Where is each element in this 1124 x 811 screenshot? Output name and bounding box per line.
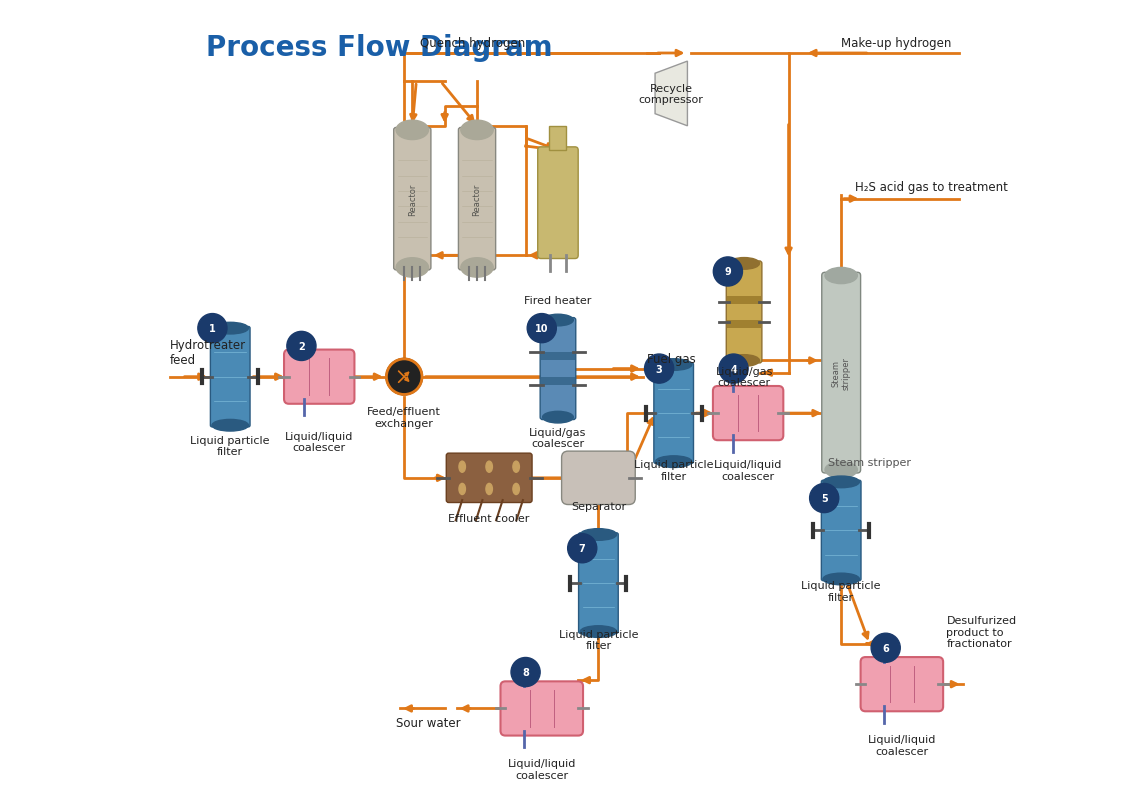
- Ellipse shape: [396, 121, 428, 140]
- Circle shape: [568, 534, 597, 563]
- Text: Liquid particle
filter: Liquid particle filter: [190, 436, 270, 457]
- Text: Feed/effluent
exchanger: Feed/effluent exchanger: [368, 407, 441, 428]
- Text: Steam stripper: Steam stripper: [828, 457, 912, 467]
- Circle shape: [387, 359, 422, 395]
- Circle shape: [511, 658, 541, 687]
- Text: Hydrotreater
feed: Hydrotreater feed: [170, 339, 246, 367]
- Circle shape: [287, 332, 316, 361]
- FancyBboxPatch shape: [459, 128, 496, 271]
- Circle shape: [871, 633, 900, 663]
- Bar: [550, 127, 566, 151]
- Text: Liquid particle
filter: Liquid particle filter: [801, 581, 881, 603]
- Circle shape: [527, 314, 556, 343]
- Bar: [727, 320, 761, 328]
- FancyBboxPatch shape: [210, 327, 250, 427]
- Ellipse shape: [728, 355, 760, 367]
- FancyBboxPatch shape: [562, 452, 635, 505]
- FancyBboxPatch shape: [654, 363, 694, 464]
- Circle shape: [809, 484, 839, 513]
- Text: Desulfurized
product to
fractionator: Desulfurized product to fractionator: [946, 616, 1016, 648]
- Text: 2: 2: [298, 341, 305, 351]
- Text: Liquid/liquid
coalescer: Liquid/liquid coalescer: [868, 734, 936, 756]
- FancyBboxPatch shape: [446, 453, 532, 503]
- Ellipse shape: [486, 484, 492, 495]
- FancyBboxPatch shape: [579, 533, 618, 633]
- Text: 4: 4: [731, 364, 737, 374]
- Text: Fuel gas: Fuel gas: [647, 353, 696, 366]
- FancyBboxPatch shape: [393, 128, 430, 271]
- Ellipse shape: [486, 461, 492, 473]
- Ellipse shape: [543, 412, 573, 423]
- Ellipse shape: [655, 359, 692, 371]
- Text: Sour water: Sour water: [396, 716, 461, 729]
- Text: Reactor: Reactor: [472, 183, 481, 216]
- Ellipse shape: [513, 484, 519, 495]
- Text: 10: 10: [535, 324, 549, 333]
- Ellipse shape: [728, 258, 760, 270]
- FancyBboxPatch shape: [822, 273, 861, 474]
- FancyBboxPatch shape: [861, 657, 943, 711]
- Circle shape: [714, 258, 743, 287]
- Text: 5: 5: [821, 493, 827, 504]
- Text: Quench hydrogen: Quench hydrogen: [420, 37, 526, 50]
- Bar: [541, 353, 575, 361]
- FancyBboxPatch shape: [541, 318, 575, 420]
- Text: 1: 1: [209, 324, 216, 333]
- FancyBboxPatch shape: [284, 350, 354, 405]
- Text: Liquid particle
filter: Liquid particle filter: [559, 629, 638, 650]
- Text: Steam
stripper: Steam stripper: [832, 357, 851, 389]
- Polygon shape: [655, 62, 688, 127]
- Circle shape: [719, 354, 749, 384]
- Ellipse shape: [212, 323, 248, 335]
- Text: Liquid/liquid
coalescer: Liquid/liquid coalescer: [285, 431, 353, 453]
- Ellipse shape: [823, 476, 860, 488]
- Circle shape: [198, 314, 227, 343]
- Text: 8: 8: [523, 667, 529, 677]
- Text: Liquid/gas
coalescer: Liquid/gas coalescer: [715, 367, 773, 388]
- Text: Make-up hydrogen: Make-up hydrogen: [841, 37, 952, 50]
- FancyBboxPatch shape: [500, 681, 583, 736]
- Circle shape: [644, 354, 673, 384]
- Bar: [541, 377, 575, 385]
- Text: Liquid/liquid
coalescer: Liquid/liquid coalescer: [508, 758, 575, 780]
- Text: 6: 6: [882, 643, 889, 653]
- Text: Liquid/liquid
coalescer: Liquid/liquid coalescer: [714, 459, 782, 481]
- Ellipse shape: [580, 626, 617, 637]
- Text: 7: 7: [579, 543, 586, 554]
- Bar: [727, 296, 761, 304]
- Ellipse shape: [513, 461, 519, 473]
- Text: Liquid particle
filter: Liquid particle filter: [634, 459, 714, 481]
- Text: 3: 3: [655, 364, 662, 374]
- Ellipse shape: [459, 461, 465, 473]
- Text: Effluent cooler: Effluent cooler: [448, 513, 529, 524]
- Text: Recycle
compressor: Recycle compressor: [638, 84, 704, 105]
- Ellipse shape: [459, 484, 465, 495]
- FancyBboxPatch shape: [726, 262, 762, 363]
- FancyBboxPatch shape: [713, 387, 783, 440]
- Text: 9: 9: [725, 267, 732, 277]
- Ellipse shape: [461, 121, 493, 140]
- FancyBboxPatch shape: [822, 481, 861, 581]
- Ellipse shape: [543, 315, 573, 327]
- Ellipse shape: [396, 259, 428, 278]
- Text: Liquid/gas
coalescer: Liquid/gas coalescer: [529, 427, 587, 448]
- Ellipse shape: [461, 259, 493, 278]
- Ellipse shape: [580, 529, 617, 541]
- FancyBboxPatch shape: [537, 148, 578, 260]
- Text: Process Flow Diagram: Process Flow Diagram: [206, 34, 553, 62]
- Ellipse shape: [655, 457, 692, 468]
- Text: Separator: Separator: [571, 501, 626, 512]
- Ellipse shape: [825, 268, 858, 285]
- Ellipse shape: [823, 573, 860, 585]
- Text: Reactor: Reactor: [408, 183, 417, 216]
- Ellipse shape: [825, 462, 858, 478]
- Text: H₂S acid gas to treatment: H₂S acid gas to treatment: [855, 181, 1008, 194]
- Text: Fired heater: Fired heater: [524, 295, 591, 306]
- Ellipse shape: [212, 420, 248, 431]
